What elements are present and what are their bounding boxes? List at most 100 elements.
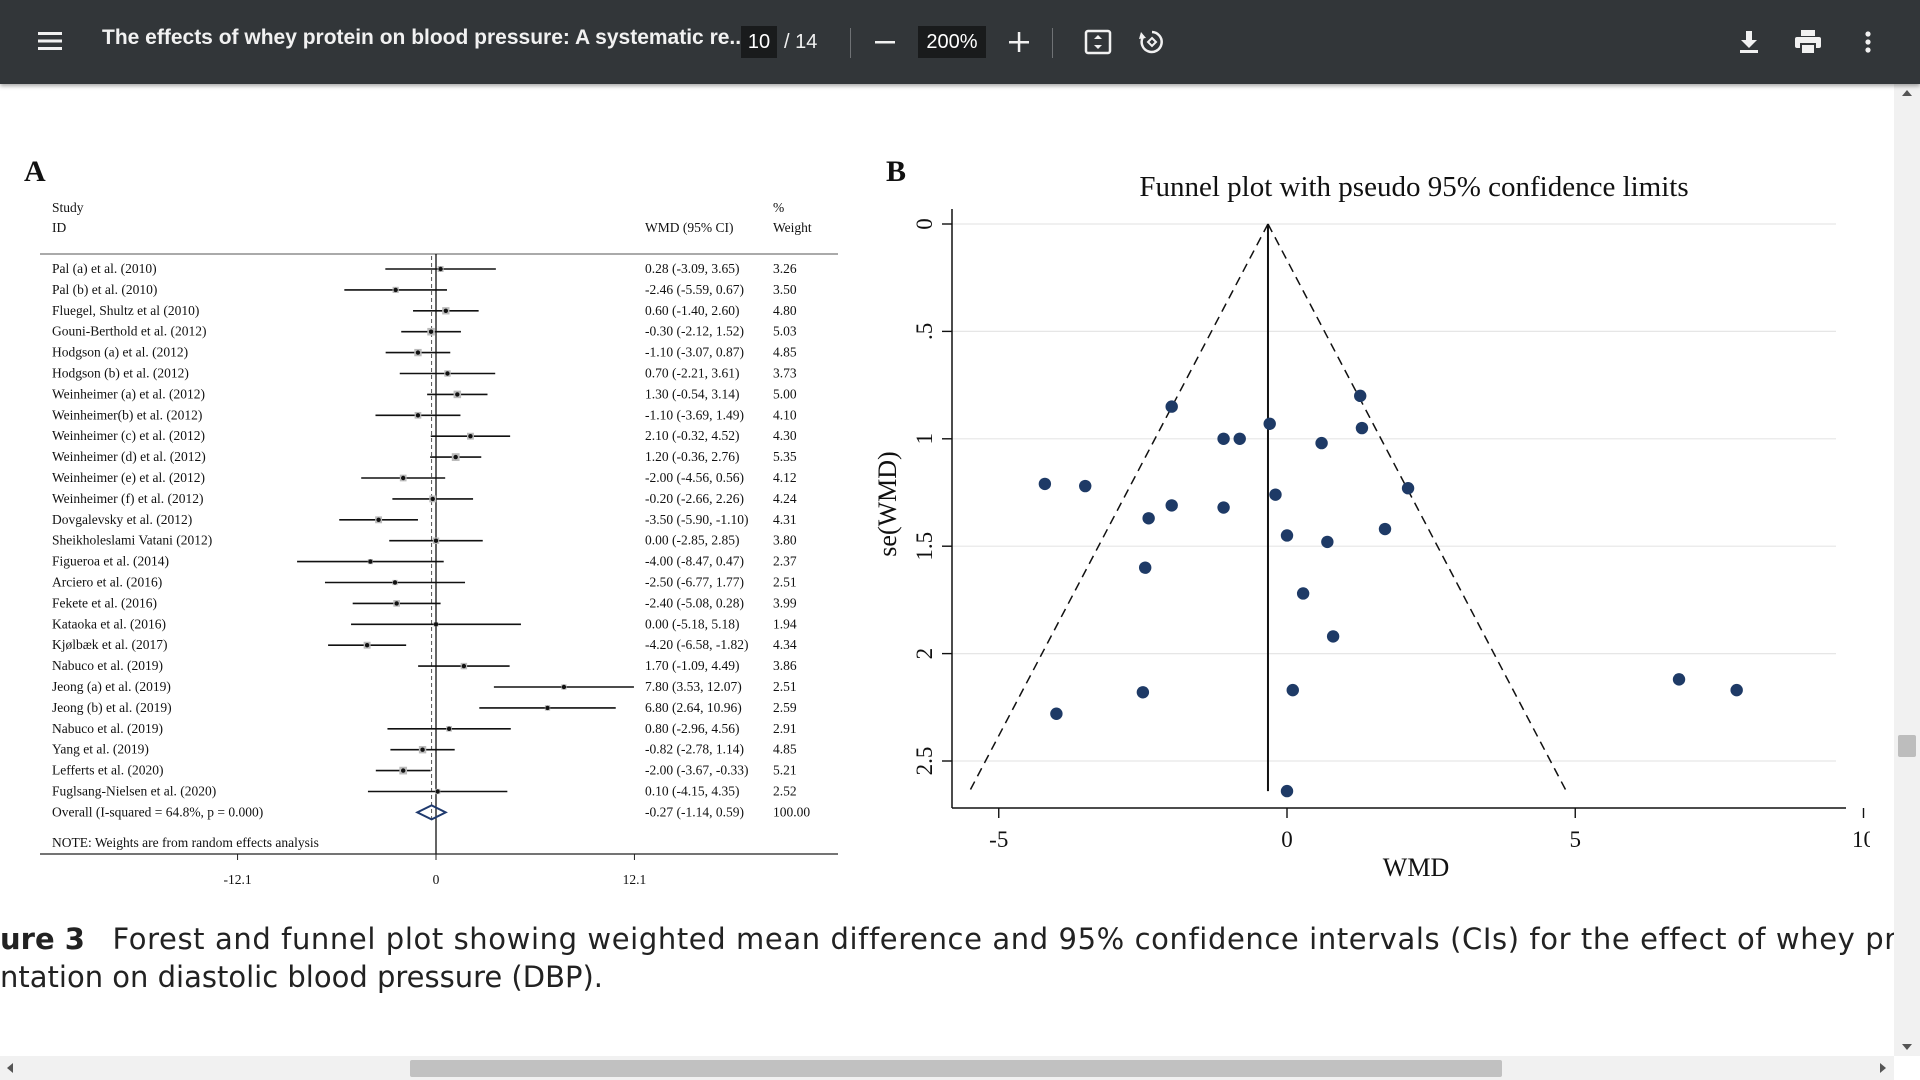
vertical-scrollbar[interactable] xyxy=(1894,84,1920,1056)
page-total: / 14 xyxy=(784,31,818,53)
download-icon[interactable] xyxy=(1738,29,1760,55)
study-weight: 2.51 xyxy=(773,575,797,590)
funnel-point xyxy=(1730,683,1743,697)
study-name: Figueroa et al. (2014) xyxy=(52,554,169,569)
funnel-point xyxy=(1165,400,1178,413)
study-ci: 0.60 (-1.40, 2.60) xyxy=(645,303,740,318)
scroll-right-icon[interactable] xyxy=(1880,1063,1886,1073)
document-title: The effects of whey protein on blood pre… xyxy=(102,26,747,49)
funnel-x-tick-label: 0 xyxy=(1281,827,1293,852)
study-name: Weinheimer (e) et al. (2012) xyxy=(52,470,205,485)
header-pct: % xyxy=(773,200,784,215)
funnel-point xyxy=(1280,529,1294,542)
study-point xyxy=(394,601,399,606)
funnel-y-tick-label: 2.5 xyxy=(912,747,937,776)
print-icon[interactable] xyxy=(1794,29,1822,55)
study-point xyxy=(468,434,473,439)
study-ci: -1.10 (-3.69, 1.49) xyxy=(645,407,744,422)
menu-icon[interactable] xyxy=(38,30,62,52)
study-point xyxy=(561,684,567,690)
study-point xyxy=(438,266,443,272)
funnel-point xyxy=(1217,501,1230,514)
scroll-down-icon[interactable] xyxy=(1902,1044,1912,1050)
study-weight: 2.51 xyxy=(773,679,797,694)
study-ci: -4.20 (-6.58, -1.82) xyxy=(645,637,748,652)
funnel-point xyxy=(1233,432,1246,445)
study-weight: 5.35 xyxy=(773,449,797,464)
study-weight: 3.73 xyxy=(773,366,797,381)
study-weight: 5.21 xyxy=(773,763,797,778)
header-id: ID xyxy=(52,220,66,235)
study-ci: -0.20 (-2.66, 2.26) xyxy=(645,491,744,506)
study-name: Yang et al. (2019) xyxy=(52,742,149,757)
study-name: Pal (a) et al. (2010) xyxy=(52,261,157,276)
study-name: Pal (b) et al. (2010) xyxy=(52,282,157,297)
study-point xyxy=(446,726,452,731)
study-weight: 4.24 xyxy=(773,491,797,506)
study-name: Fluegel, Shultz et al (2010) xyxy=(52,303,199,318)
study-ci: -2.00 (-3.67, -0.33) xyxy=(645,763,748,778)
zoom-out-icon[interactable] xyxy=(874,31,896,53)
horizontal-scrollbar[interactable] xyxy=(0,1056,1894,1080)
funnel-y-tick-label: .5 xyxy=(912,323,937,340)
study-point xyxy=(364,643,370,648)
funnel-point xyxy=(1263,417,1276,430)
study-point xyxy=(430,496,435,502)
more-vert-icon[interactable] xyxy=(1864,30,1872,54)
funnel-title: Funnel plot with pseudo 95% confidence l… xyxy=(1139,171,1688,203)
zoom-level-input[interactable]: 200% xyxy=(918,26,986,58)
funnel-x-tick-label: 5 xyxy=(1570,827,1582,852)
study-weight: 2.91 xyxy=(773,721,797,736)
funnel-point xyxy=(1079,479,1092,493)
funnel-point xyxy=(1138,561,1152,574)
study-ci: 0.70 (-2.21, 3.61) xyxy=(645,366,740,381)
pdf-page-viewport: A Study ID WMD (95% CI) % Weight Pal (a)… xyxy=(0,84,1894,1056)
funnel-point xyxy=(1355,421,1369,435)
study-weight: 4.34 xyxy=(773,637,797,652)
forest-plot: A Study ID WMD (95% CI) % Weight Pal (a)… xyxy=(24,155,838,887)
zoom-in-icon[interactable] xyxy=(1008,31,1030,53)
study-weight: 2.37 xyxy=(773,554,797,569)
study-weight: 3.26 xyxy=(773,261,797,276)
page-number-input[interactable]: 10 xyxy=(741,26,777,58)
study-point xyxy=(415,350,421,355)
study-ci: -0.82 (-2.78, 1.14) xyxy=(645,742,744,757)
scroll-up-icon[interactable] xyxy=(1902,90,1912,96)
horizontal-scroll-thumb[interactable] xyxy=(410,1060,1502,1077)
study-ci: 1.70 (-1.09, 4.49) xyxy=(645,658,740,673)
study-ci: -1.10 (-3.07, 0.87) xyxy=(645,345,744,360)
funnel-point xyxy=(1136,686,1150,699)
funnel-point xyxy=(1217,432,1230,445)
scroll-left-icon[interactable] xyxy=(7,1063,13,1073)
study-ci: 0.28 (-3.09, 3.65) xyxy=(645,261,740,276)
figure-caption-label: ure 3 xyxy=(0,922,85,956)
study-point xyxy=(435,789,440,794)
fit-page-icon[interactable] xyxy=(1084,29,1112,55)
overall-label: Overall (I-squared = 64.8%, p = 0.000) xyxy=(52,804,263,819)
study-ci: 1.30 (-0.54, 3.14) xyxy=(645,386,740,401)
study-point xyxy=(376,517,381,522)
study-ci: 1.20 (-0.36, 2.76) xyxy=(645,449,740,464)
study-name: Weinheimer(b) et al. (2012) xyxy=(52,407,202,422)
study-weight: 4.80 xyxy=(773,303,797,318)
study-weight: 3.99 xyxy=(773,595,797,610)
study-ci: 7.80 (3.53, 12.07) xyxy=(645,679,742,694)
study-ci: -2.50 (-6.77, 1.77) xyxy=(645,575,744,590)
study-weight: 4.30 xyxy=(773,428,797,443)
study-weight: 4.85 xyxy=(773,345,797,360)
funnel-y-tick-label: 0 xyxy=(912,218,937,230)
study-weight: 2.59 xyxy=(773,700,797,715)
study-name: Jeong (b) et al. (2019) xyxy=(52,700,172,715)
study-weight: 4.31 xyxy=(773,512,797,527)
study-ci: -2.40 (-5.08, 0.28) xyxy=(645,595,744,610)
study-ci: -3.50 (-5.90, -1.10) xyxy=(645,512,748,527)
study-weight: 3.86 xyxy=(773,658,797,673)
funnel-y-tick-label: 1.5 xyxy=(912,532,937,561)
study-name: Fekete et al. (2016) xyxy=(52,595,157,610)
rotate-icon[interactable] xyxy=(1138,28,1166,56)
study-name: Nabuco et al. (2019) xyxy=(52,721,163,736)
study-name: Hodgson (a) et al. (2012) xyxy=(52,345,188,360)
vertical-scroll-thumb[interactable] xyxy=(1898,735,1916,757)
study-ci: 6.80 (2.64, 10.96) xyxy=(645,700,742,715)
study-weight: 4.12 xyxy=(773,470,797,485)
